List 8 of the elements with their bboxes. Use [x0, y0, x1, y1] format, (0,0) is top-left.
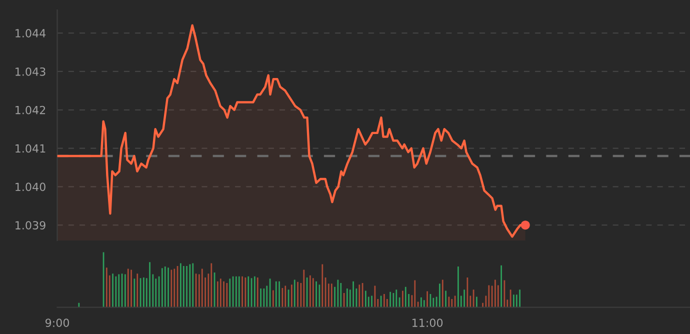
x-tick-label: 9:00 [45, 318, 70, 327]
y-tick-label: 1.044 [16, 29, 46, 38]
y-tick-label: 1.043 [16, 67, 46, 76]
y-tick-label: 1.040 [16, 182, 46, 192]
y-tick-label: 1.042 [16, 106, 46, 114]
x-tick-label: 11:00 [412, 318, 443, 327]
y-tick-label: 1.041 [16, 144, 46, 153]
y-tick-label: 1.039 [16, 221, 46, 230]
